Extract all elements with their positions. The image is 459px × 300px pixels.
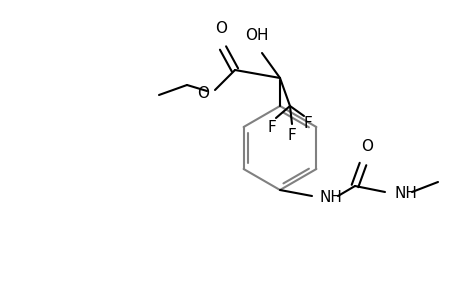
Text: F: F [287, 128, 296, 143]
Text: O: O [196, 85, 208, 100]
Text: NH: NH [394, 187, 417, 202]
Text: F: F [267, 120, 276, 135]
Text: F: F [303, 116, 312, 131]
Text: NH: NH [319, 190, 342, 206]
Text: O: O [214, 21, 226, 36]
Text: O: O [360, 139, 372, 154]
Text: OH: OH [245, 28, 268, 43]
